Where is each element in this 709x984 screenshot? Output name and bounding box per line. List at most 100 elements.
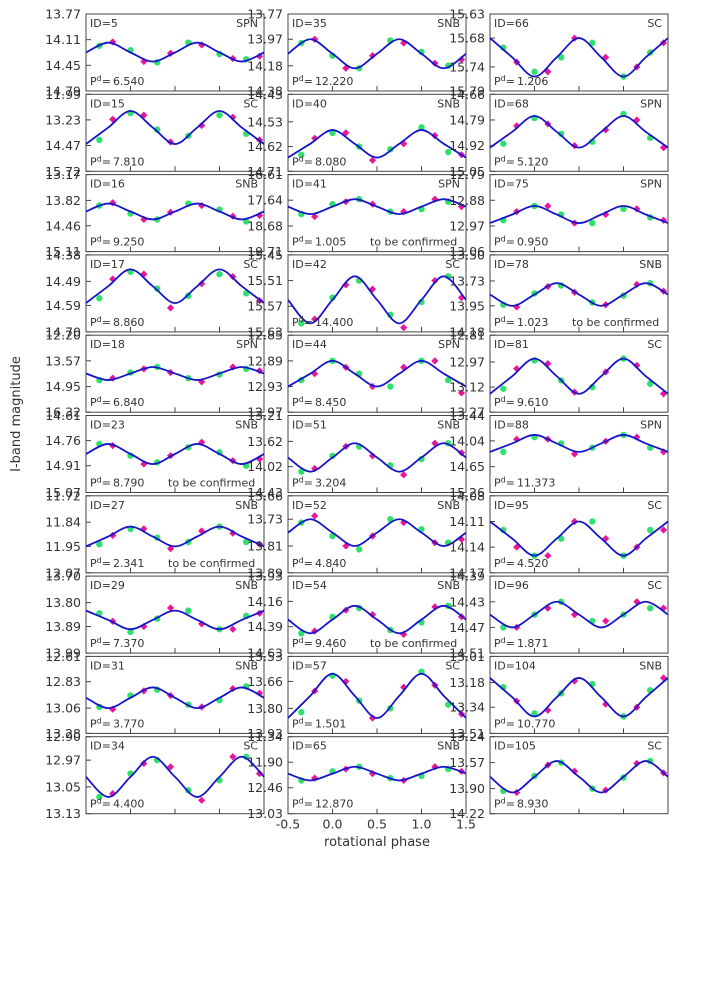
plot-area — [490, 757, 668, 797]
y-tick-label: 14.91 — [45, 458, 81, 473]
magenta-point — [544, 552, 552, 560]
magenta-point — [140, 270, 148, 278]
period-value: 8.790 — [113, 477, 145, 490]
period-symbol: P — [90, 236, 97, 249]
period-label: Pd= 9.460 — [292, 636, 346, 650]
green-point — [329, 129, 336, 136]
y-tick-label: 13.77 — [45, 7, 81, 22]
magenta-point — [400, 471, 408, 479]
fit-curve — [86, 443, 264, 465]
y-tick-label: 14.62 — [247, 139, 283, 154]
y-tick-label: 11.34 — [247, 729, 283, 744]
y-tick-label: 13.13 — [45, 806, 81, 821]
panel-frame — [287, 575, 467, 654]
panel-frame — [287, 93, 467, 172]
green-point — [418, 124, 425, 131]
y-tick-label: 17.64 — [247, 193, 283, 208]
period-symbol: P — [90, 637, 97, 650]
y-tick-label: 14.70 — [45, 324, 81, 339]
y-tick-label: 12.88 — [449, 193, 485, 208]
period-label: Pd= 1.005 — [292, 235, 346, 249]
green-point — [96, 295, 103, 302]
y-tick-label: 13.03 — [247, 806, 283, 821]
magenta-point — [198, 378, 206, 386]
y-tick-label: 14.39 — [247, 619, 283, 634]
magenta-point — [544, 360, 552, 368]
period-symbol: P — [90, 75, 97, 88]
fit-curve — [288, 38, 466, 70]
magenta-point — [570, 611, 579, 619]
period-separator: = — [506, 155, 515, 168]
green-point — [127, 628, 134, 636]
y-tick-label: 14.43 — [247, 485, 283, 500]
green-point — [298, 320, 305, 327]
fit-curve — [490, 115, 668, 149]
period-superscript: d — [299, 636, 304, 645]
magenta-point — [431, 276, 439, 285]
plot-area — [490, 517, 668, 560]
period-symbol: P — [292, 396, 299, 409]
magenta-point — [311, 212, 319, 221]
y-tick-label: 12.89 — [247, 353, 283, 368]
y-tick-label: 12.07 — [45, 565, 81, 580]
green-point — [216, 111, 223, 119]
period-value: 3.770 — [113, 717, 145, 730]
green-point — [96, 541, 103, 548]
period-value: 4.520 — [517, 557, 549, 570]
fit-curve — [490, 205, 668, 224]
y-tick-label: 12.93 — [247, 379, 283, 394]
magenta-point — [431, 59, 439, 67]
y-tick-label: 13.23 — [45, 112, 81, 127]
magenta-point — [229, 753, 237, 761]
period-superscript: d — [97, 476, 102, 485]
fit-curve — [86, 202, 264, 221]
period-symbol: P — [90, 316, 97, 329]
fit-curve — [288, 765, 466, 782]
y-tick-label: 15.05 — [449, 164, 485, 179]
panel: 16.61 17.64 18.68 19.71 ID=41 SPN Pd= 1.005 to b… — [247, 167, 467, 259]
period-label: Pd= 8.080 — [292, 154, 346, 168]
y-tick-label: 13.21 — [247, 408, 283, 423]
period-label: Pd= 4.520 — [494, 556, 548, 570]
fit-curve — [490, 677, 668, 718]
y-tick-label: 15.11 — [45, 244, 81, 259]
period-value: 8.930 — [517, 798, 549, 811]
plot-area — [288, 602, 466, 638]
green-point — [96, 136, 103, 144]
period-separator: = — [102, 396, 111, 409]
y-tick-label: 19.71 — [247, 244, 283, 259]
panel-frame — [287, 415, 467, 493]
fit-curve — [86, 268, 264, 304]
panel: 13.93 14.16 14.39 14.63 ID=54 SNB Pd= 9.460 to b… — [247, 569, 467, 661]
magenta-point — [198, 121, 206, 130]
y-tick-label: 13.62 — [247, 434, 283, 449]
period-value: 1.871 — [517, 637, 549, 650]
y-tick-label: 14.47 — [449, 620, 485, 635]
y-tick-label: 13.93 — [247, 569, 283, 584]
period-separator: = — [506, 557, 515, 570]
period-label: Pd= 7.370 — [90, 636, 144, 650]
panel-class: SNB — [639, 659, 662, 672]
period-superscript: d — [501, 716, 506, 725]
period-separator: = — [102, 477, 111, 490]
green-point — [531, 68, 538, 75]
period-value: 8.080 — [315, 155, 347, 168]
magenta-point — [457, 55, 466, 64]
panel-class: SPN — [438, 338, 460, 351]
fit-curve — [86, 686, 264, 710]
panel: 13.70 13.80 13.89 13.99 ID=29 SNB Pd= 7.370 — [45, 569, 265, 661]
magenta-point — [109, 705, 117, 713]
period-symbol: P — [292, 477, 299, 490]
period-label: Pd= 7.810 — [90, 154, 144, 168]
period-separator: = — [506, 798, 515, 811]
panel: 12.20 13.57 14.95 16.32 ID=18 SPN Pd= 6.840 — [45, 328, 265, 420]
panel-id: ID=78 — [494, 258, 529, 271]
period-superscript: d — [501, 315, 506, 324]
panel-id: ID=52 — [292, 499, 327, 512]
green-point — [620, 205, 627, 213]
y-tick-label: 13.01 — [449, 649, 485, 664]
green-point — [445, 376, 452, 384]
panel: 12.85 12.89 12.93 12.97 ID=44 SPN Pd= 8.450 — [247, 328, 467, 420]
magenta-point — [255, 769, 264, 778]
y-tick-label: 13.57 — [449, 755, 485, 770]
